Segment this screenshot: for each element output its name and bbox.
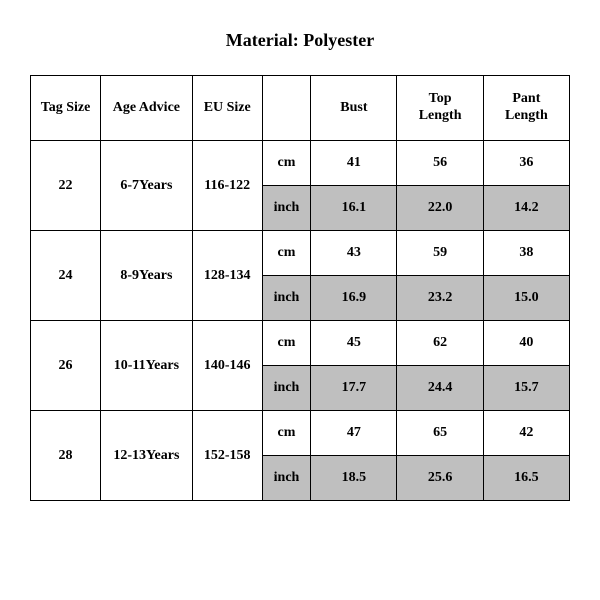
cell-age: 10-11Years <box>101 321 193 411</box>
cell-bust-cm: 43 <box>311 231 397 276</box>
cell-top-cm: 59 <box>397 231 483 276</box>
cell-pant-inch: 14.2 <box>483 186 569 231</box>
col-unit <box>262 76 311 141</box>
cell-unit-cm: cm <box>262 231 311 276</box>
cell-unit-inch: inch <box>262 276 311 321</box>
col-top-length: TopLength <box>397 76 483 141</box>
cell-tag: 26 <box>31 321 101 411</box>
cell-unit-inch: inch <box>262 366 311 411</box>
cell-top-inch: 24.4 <box>397 366 483 411</box>
table-row: 2610-11Years140-146cm456240 <box>31 321 570 366</box>
cell-bust-inch: 17.7 <box>311 366 397 411</box>
size-table: Tag Size Age Advice EU Size Bust TopLeng… <box>30 75 570 501</box>
table-row: 2812-13Years152-158cm476542 <box>31 411 570 456</box>
cell-top-cm: 62 <box>397 321 483 366</box>
col-pant-length: PantLength <box>483 76 569 141</box>
table-row: 248-9Years128-134cm435938 <box>31 231 570 276</box>
cell-eu: 140-146 <box>192 321 262 411</box>
table-header-row: Tag Size Age Advice EU Size Bust TopLeng… <box>31 76 570 141</box>
cell-eu: 128-134 <box>192 231 262 321</box>
cell-top-cm: 65 <box>397 411 483 456</box>
col-age-advice: Age Advice <box>101 76 193 141</box>
cell-eu: 152-158 <box>192 411 262 501</box>
cell-tag: 22 <box>31 141 101 231</box>
cell-bust-cm: 47 <box>311 411 397 456</box>
cell-unit-cm: cm <box>262 411 311 456</box>
cell-pant-cm: 36 <box>483 141 569 186</box>
cell-pant-cm: 38 <box>483 231 569 276</box>
cell-age: 6-7Years <box>101 141 193 231</box>
cell-age: 12-13Years <box>101 411 193 501</box>
cell-eu: 116-122 <box>192 141 262 231</box>
cell-bust-cm: 45 <box>311 321 397 366</box>
cell-unit-cm: cm <box>262 321 311 366</box>
cell-pant-inch: 15.7 <box>483 366 569 411</box>
cell-bust-cm: 41 <box>311 141 397 186</box>
cell-pant-cm: 40 <box>483 321 569 366</box>
cell-pant-inch: 16.5 <box>483 456 569 501</box>
cell-top-cm: 56 <box>397 141 483 186</box>
cell-unit-inch: inch <box>262 186 311 231</box>
table-row: 226-7Years116-122cm415636 <box>31 141 570 186</box>
col-bust: Bust <box>311 76 397 141</box>
col-tag-size: Tag Size <box>31 76 101 141</box>
cell-pant-cm: 42 <box>483 411 569 456</box>
page-title: Material: Polyester <box>30 30 570 51</box>
cell-unit-cm: cm <box>262 141 311 186</box>
cell-tag: 28 <box>31 411 101 501</box>
cell-unit-inch: inch <box>262 456 311 501</box>
cell-tag: 24 <box>31 231 101 321</box>
cell-bust-inch: 16.9 <box>311 276 397 321</box>
cell-age: 8-9Years <box>101 231 193 321</box>
cell-top-inch: 23.2 <box>397 276 483 321</box>
col-eu-size: EU Size <box>192 76 262 141</box>
cell-bust-inch: 18.5 <box>311 456 397 501</box>
cell-top-inch: 25.6 <box>397 456 483 501</box>
cell-bust-inch: 16.1 <box>311 186 397 231</box>
cell-pant-inch: 15.0 <box>483 276 569 321</box>
cell-top-inch: 22.0 <box>397 186 483 231</box>
